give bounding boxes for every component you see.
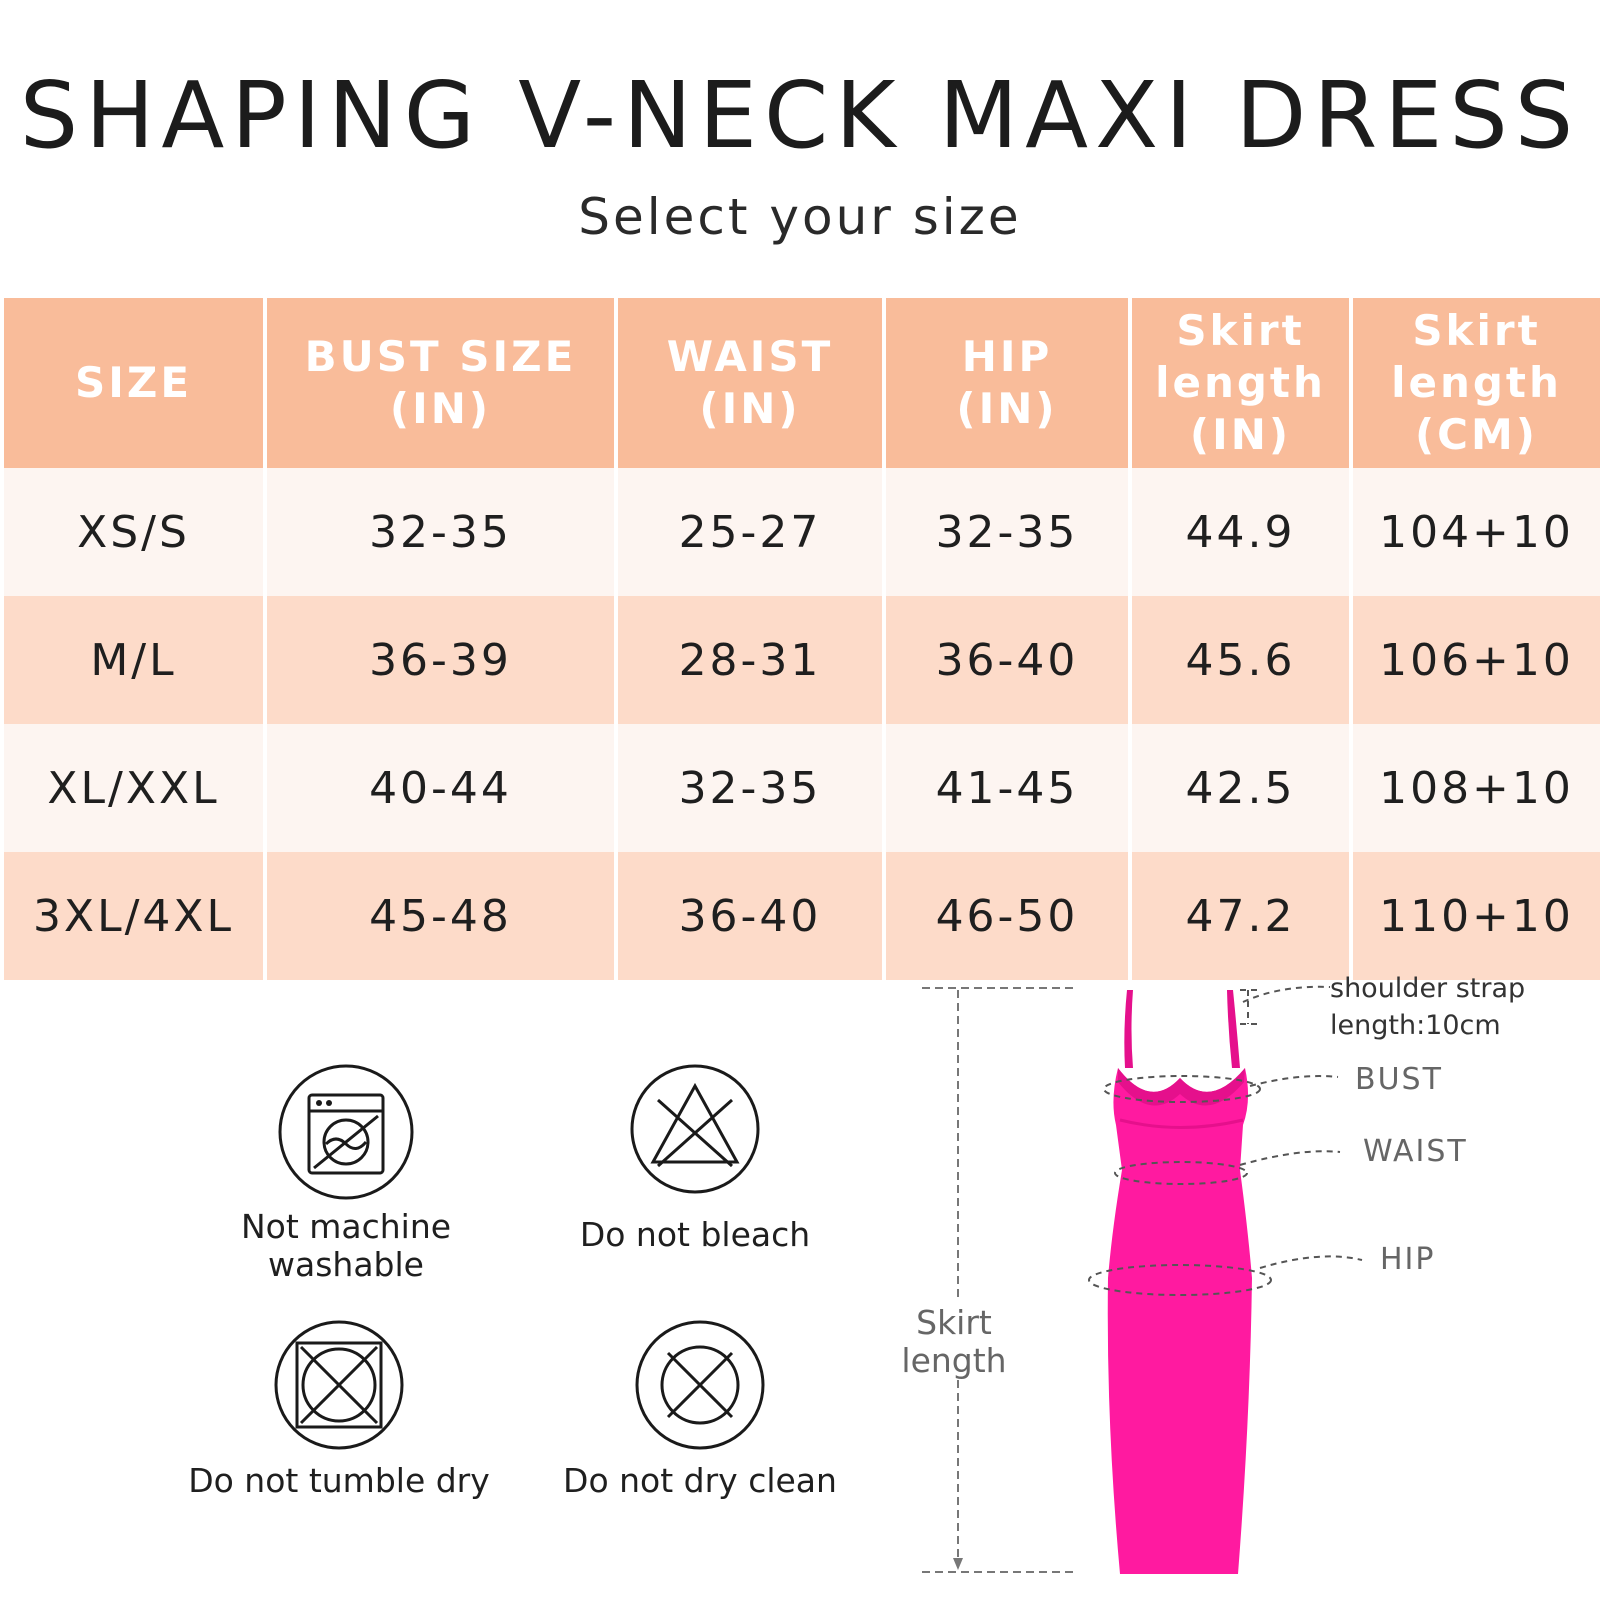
measurement-lines [1088,985,1363,1296]
col-header-size: SIZE [4,298,267,468]
cell-size: M/L [4,596,267,724]
skirt-length-label: Skirt length [901,1303,1007,1380]
cell-bust: 40-44 [267,724,618,852]
col-header-skirt-cm: Skirt length (CM) [1353,298,1600,468]
col-header-hip: HIP (IN) [886,298,1132,468]
cell-waist: 36-40 [618,852,886,980]
waist-label: WAIST [1363,1134,1468,1169]
care-label: Do not bleach [579,1215,811,1254]
cell-hip: 32-35 [886,468,1132,596]
cell-waist: 25-27 [618,468,886,596]
table-row: 3XL/4XL 45-48 36-40 46-50 47.2 110+10 [4,852,1600,980]
care-item-no-dry-clean: Do not dry clean [540,1318,860,1500]
col-header-skirt-in: Skirt length (IN) [1132,298,1353,468]
cell-skirt-cm: 108+10 [1353,724,1600,852]
no-tumble-dry-icon [274,1320,404,1450]
cell-hip: 41-45 [886,724,1132,852]
no-machine-wash-icon [278,1064,414,1200]
cell-bust: 36-39 [267,596,618,724]
cell-skirt-cm: 106+10 [1353,596,1600,724]
no-bleach-icon [630,1064,760,1194]
dress-image [1107,990,1252,1574]
cell-skirt-in: 42.5 [1132,724,1353,852]
size-chart-table: SIZE BUST SIZE (IN) WAIST (IN) HIP (IN) Ski… [4,298,1600,980]
cell-waist: 28-31 [618,596,886,724]
cell-skirt-cm: 104+10 [1353,468,1600,596]
cell-skirt-cm: 110+10 [1353,852,1600,980]
bust-label: BUST [1355,1062,1443,1097]
cell-skirt-in: 45.6 [1132,596,1353,724]
care-item-no-bleach: Do not bleach [535,1062,855,1254]
col-header-bust: BUST SIZE (IN) [267,298,618,468]
cell-bust: 32-35 [267,468,618,596]
shoulder-strap-label: shoulder strap length:10cm [1330,973,1526,1041]
cell-skirt-in: 47.2 [1132,852,1353,980]
page-subtitle: Select your size [578,188,1022,246]
page-title: SHAPING V-NECK MAXI DRESS [19,62,1581,169]
table-row: XL/XXL 40-44 32-35 41-45 42.5 108+10 [4,724,1600,852]
care-label: Do not tumble dry [188,1461,490,1500]
care-item-no-tumble-dry: Do not tumble dry [179,1318,499,1500]
care-item-no-machine-wash: Not machine washable [186,1062,506,1284]
cell-waist: 32-35 [618,724,886,852]
cell-hip: 46-50 [886,852,1132,980]
no-dry-clean-icon [635,1320,765,1450]
cell-size: XS/S [4,468,267,596]
col-header-waist: WAIST (IN) [618,298,886,468]
skirt-length-guide [922,987,1075,1573]
cell-size: 3XL/4XL [4,852,267,980]
table-row: XS/S 32-35 25-27 32-35 44.9 104+10 [4,468,1600,596]
cell-skirt-in: 44.9 [1132,468,1353,596]
care-label: Do not dry clean [563,1461,837,1500]
hip-label: HIP [1380,1242,1436,1277]
cell-bust: 45-48 [267,852,618,980]
care-label: Not machine washable [240,1207,452,1284]
table-row: M/L 36-39 28-31 36-40 45.6 106+10 [4,596,1600,724]
cell-size: XL/XXL [4,724,267,852]
cell-hip: 36-40 [886,596,1132,724]
table-header-row: SIZE BUST SIZE (IN) WAIST (IN) HIP (IN) Ski… [4,298,1600,468]
